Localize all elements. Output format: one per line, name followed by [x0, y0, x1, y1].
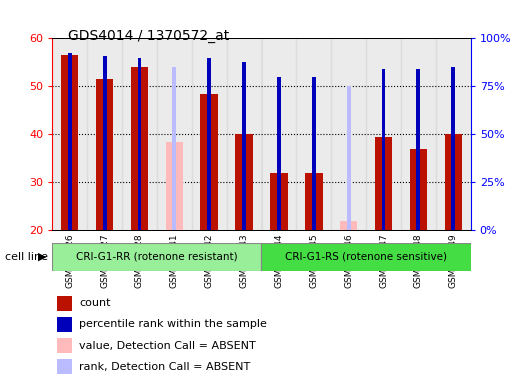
Bar: [103, 56, 107, 230]
Bar: [331, 38, 366, 230]
Bar: [87, 38, 122, 230]
Bar: [57, 338, 72, 353]
Bar: [235, 134, 253, 230]
Bar: [270, 173, 288, 230]
Bar: [57, 296, 72, 311]
Bar: [200, 94, 218, 230]
Bar: [192, 38, 226, 230]
Bar: [52, 243, 262, 271]
Bar: [96, 79, 113, 230]
Bar: [347, 86, 350, 230]
Bar: [375, 137, 392, 230]
Text: percentile rank within the sample: percentile rank within the sample: [79, 319, 267, 329]
Bar: [157, 38, 192, 230]
Bar: [166, 142, 183, 230]
Text: value, Detection Call = ABSENT: value, Detection Call = ABSENT: [79, 341, 256, 351]
Bar: [68, 53, 72, 230]
Bar: [242, 62, 246, 230]
Bar: [382, 69, 385, 230]
Bar: [445, 134, 462, 230]
Bar: [262, 38, 297, 230]
Bar: [226, 38, 262, 230]
Bar: [262, 243, 471, 271]
Text: CRI-G1-RS (rotenone sensitive): CRI-G1-RS (rotenone sensitive): [285, 252, 447, 262]
Bar: [366, 38, 401, 230]
Text: cell line: cell line: [5, 252, 48, 262]
Bar: [57, 317, 72, 332]
Bar: [410, 149, 427, 230]
Bar: [401, 38, 436, 230]
Bar: [340, 221, 357, 230]
Bar: [297, 38, 331, 230]
Text: count: count: [79, 298, 110, 308]
Bar: [138, 58, 141, 230]
Text: CRI-G1-RR (rotenone resistant): CRI-G1-RR (rotenone resistant): [76, 252, 238, 262]
Bar: [122, 38, 157, 230]
Bar: [305, 173, 323, 230]
Bar: [61, 55, 78, 230]
Bar: [312, 77, 316, 230]
Text: GDS4014 / 1370572_at: GDS4014 / 1370572_at: [68, 29, 229, 43]
Bar: [451, 67, 455, 230]
Text: ▶: ▶: [38, 252, 46, 262]
Bar: [416, 69, 420, 230]
Bar: [173, 67, 176, 230]
Bar: [207, 58, 211, 230]
Bar: [52, 38, 87, 230]
Text: rank, Detection Call = ABSENT: rank, Detection Call = ABSENT: [79, 362, 250, 372]
Bar: [131, 67, 148, 230]
Bar: [277, 77, 281, 230]
Bar: [436, 38, 471, 230]
Bar: [57, 359, 72, 374]
